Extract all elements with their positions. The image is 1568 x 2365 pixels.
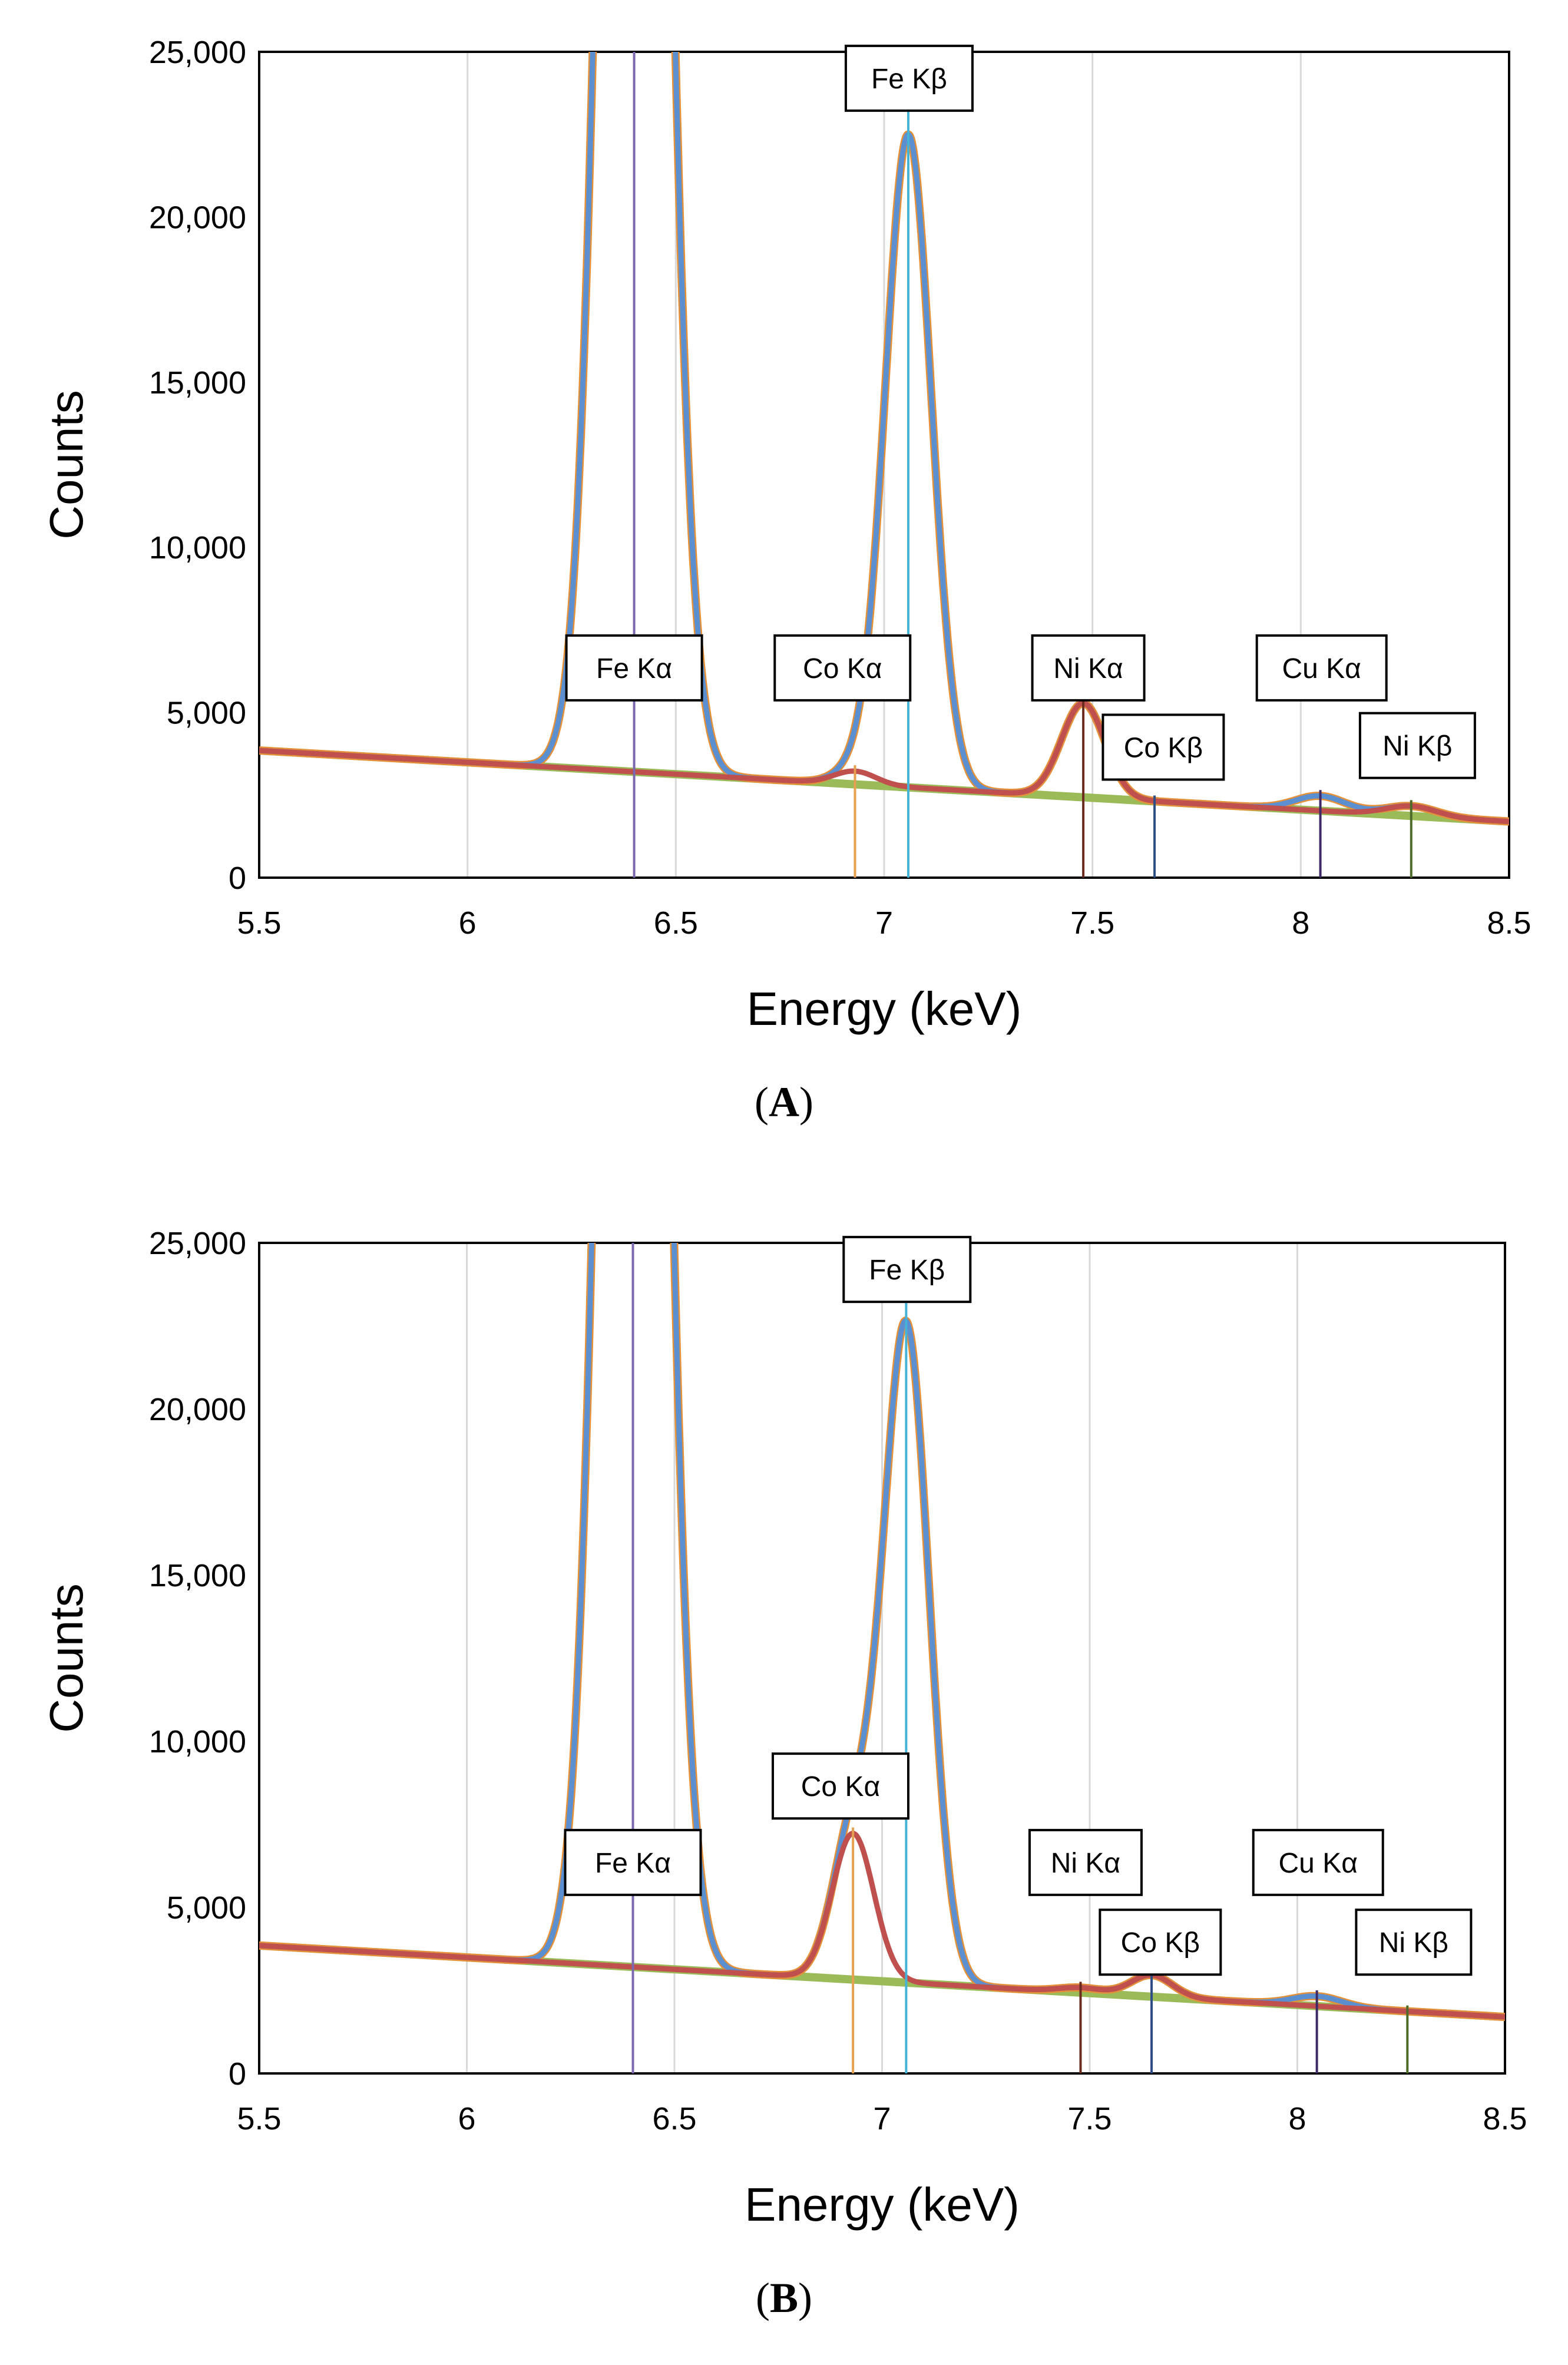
- annotation-box: [1358, 712, 1476, 779]
- y-tick-label: 15,000: [149, 365, 246, 401]
- peak-annotation: Co Kα: [773, 634, 912, 702]
- peak-annotation: Ni Kα: [1028, 1828, 1143, 1896]
- y-tick-label: 5,000: [167, 1890, 246, 1926]
- peak-annotation: Fe Kβ: [842, 1236, 972, 1304]
- peak-annotation: Cu Kα: [1255, 634, 1388, 702]
- y-tick-label: 0: [229, 2056, 246, 2092]
- x-tick-label: 7.5: [1067, 2101, 1112, 2136]
- annotation-label: Fe Kα: [596, 653, 672, 684]
- annotation-box: [842, 1236, 972, 1304]
- peak-annotation: Fe Kα: [565, 634, 703, 702]
- peak-annotation: Fe Kβ: [844, 44, 974, 112]
- annotation-box: [772, 1752, 909, 1820]
- annotation-label: Cu Kα: [1282, 653, 1361, 684]
- annotation-box: [564, 1828, 702, 1896]
- y-tick-label: 5,000: [167, 696, 246, 731]
- plot-area: [259, 52, 1509, 826]
- peak-annotation: Co Kβ: [1101, 713, 1225, 781]
- annotation-label: Ni Kβ: [1382, 731, 1452, 762]
- xrf-spectrum-chart-b: Fe Kα Fe Kβ Co Kα Ni Kα Co Kβ Cu Kα Ni Kβ 0 5,00…: [40, 1226, 1527, 2231]
- annotation-label: Ni Kα: [1053, 653, 1123, 684]
- annotation-label: Ni Kβ: [1379, 1927, 1448, 1959]
- annotation-box: [844, 44, 974, 112]
- peak-annotation: Co Kβ: [1099, 1908, 1222, 1976]
- x-axis-title: Energy (keV): [745, 2178, 1020, 2231]
- chart-panel-a: Fe Kα Fe Kβ Co Kα Ni Kα Co Kβ Cu Kα Ni Kβ 0 5,00…: [0, 0, 1568, 1178]
- y-tick-label: 15,000: [149, 1558, 246, 1593]
- peak-annotation: Ni Kβ: [1355, 1908, 1473, 1976]
- y-tick-label: 10,000: [149, 1724, 246, 1759]
- annotation-box: [1028, 1828, 1143, 1896]
- peak-annotation: Co Kα: [772, 1752, 909, 1820]
- y-axis-title: Counts: [40, 1583, 92, 1732]
- y-axis-title: Counts: [40, 390, 92, 539]
- annotation-box: [1099, 1908, 1222, 1976]
- annotation-label: Co Kβ: [1124, 732, 1203, 763]
- annotation-box: [1031, 634, 1146, 702]
- x-tick-label: 7.5: [1070, 905, 1114, 941]
- annotation-box: [773, 634, 912, 702]
- annotation-label: Co Kβ: [1121, 1927, 1200, 1959]
- x-tick-label: 6.5: [654, 905, 698, 941]
- y-tick-label: 10,000: [149, 530, 246, 565]
- annotation-box: [1252, 1828, 1384, 1896]
- peak-annotation: Ni Kβ: [1358, 712, 1476, 779]
- annotation-label: Fe Kβ: [869, 1255, 945, 1286]
- caption-label: B: [769, 2274, 799, 2321]
- annotation-label: Co Kα: [803, 653, 882, 684]
- annotation-box: [1101, 713, 1225, 781]
- annotation-label: Fe Kα: [595, 1848, 671, 1879]
- x-tick-label: 6.5: [652, 2101, 696, 2136]
- annotation-box: [565, 634, 703, 702]
- x-tick-label: 8: [1292, 905, 1309, 941]
- x-axis-title: Energy (keV): [747, 983, 1022, 1035]
- y-tick-label: 20,000: [149, 200, 246, 235]
- x-tick-label: 5.5: [237, 2101, 281, 2136]
- y-tick-label: 25,000: [149, 35, 246, 70]
- x-tick-label: 6: [459, 905, 477, 941]
- annotation-box: [1255, 634, 1388, 702]
- caption-b: (B): [756, 2274, 812, 2321]
- fit-curve: [259, 700, 1509, 825]
- x-tick-label: 7: [875, 905, 893, 941]
- annotation-label: Ni Kα: [1051, 1848, 1120, 1879]
- peak-annotation: Fe Kα: [564, 1828, 702, 1896]
- plot-area: [259, 1243, 1505, 2022]
- fit-curve: [259, 1831, 1505, 2020]
- peak-annotation: Ni Kα: [1031, 634, 1146, 702]
- y-tick-label: 0: [229, 861, 246, 896]
- y-tick-label: 20,000: [149, 1392, 246, 1427]
- caption-a: (A): [755, 1079, 813, 1126]
- annotation-box: [1355, 1908, 1473, 1976]
- x-tick-label: 7: [873, 2101, 891, 2136]
- annotation-label: Cu Kα: [1279, 1848, 1358, 1879]
- peak-annotation: Cu Kα: [1252, 1828, 1384, 1896]
- annotation-label: Fe Kβ: [871, 64, 947, 95]
- annotation-label: Co Kα: [801, 1771, 880, 1802]
- caption-label: A: [769, 1079, 799, 1126]
- y-tick-label: 25,000: [149, 1226, 246, 1261]
- x-tick-label: 5.5: [237, 905, 281, 941]
- x-tick-label: 8.5: [1483, 2101, 1527, 2136]
- xrf-spectrum-chart-a: Fe Kα Fe Kβ Co Kα Ni Kα Co Kβ Cu Kα Ni Kβ 0 5,00…: [40, 35, 1531, 1035]
- x-tick-label: 6: [458, 2101, 475, 2136]
- chart-panel-b: Fe Kα Fe Kβ Co Kα Ni Kα Co Kβ Cu Kα Ni Kβ 0 5,00…: [0, 1178, 1568, 2356]
- x-tick-label: 8.5: [1487, 905, 1531, 941]
- x-tick-label: 8: [1288, 2101, 1306, 2136]
